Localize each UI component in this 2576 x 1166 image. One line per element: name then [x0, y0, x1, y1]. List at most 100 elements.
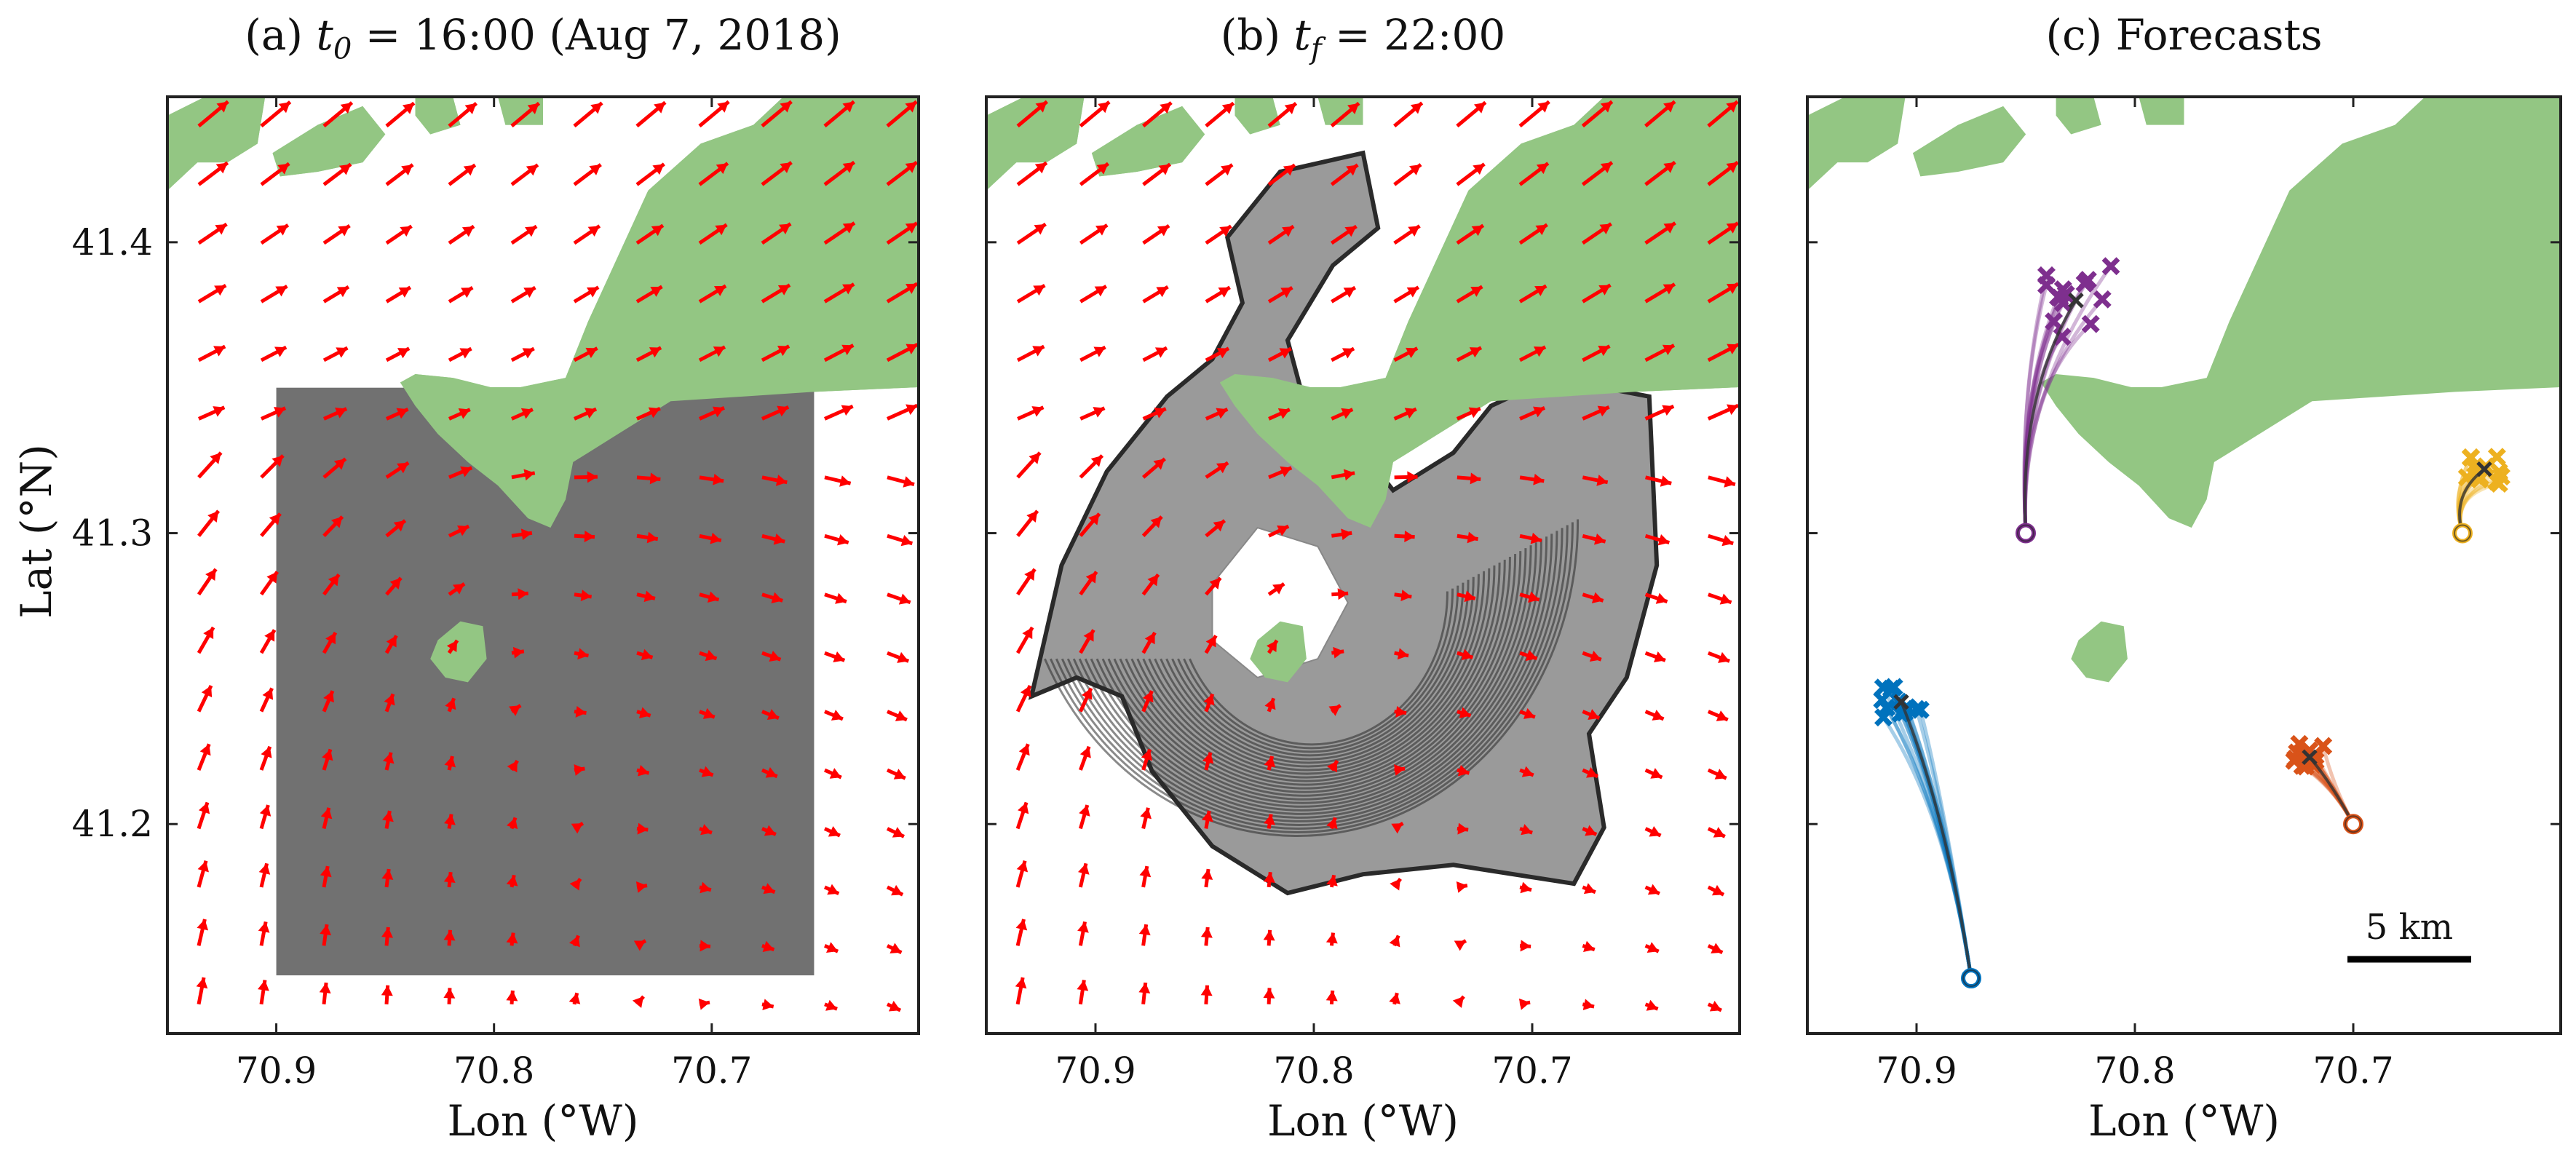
velocity-arrow	[322, 631, 338, 654]
endpoint-stroke	[2300, 741, 2319, 760]
arrow-head	[841, 344, 854, 355]
mean-trajectory	[1900, 701, 1973, 979]
velocity-arrow	[1457, 649, 1474, 661]
arrow-head	[1141, 749, 1153, 761]
velocity-arrow	[568, 992, 581, 1005]
velocity-arrow	[259, 745, 272, 771]
velocity-arrow	[1708, 475, 1736, 488]
advected-streak	[1177, 585, 1459, 753]
arrow-head	[1649, 825, 1661, 837]
arrow-head	[1457, 822, 1469, 835]
arrow-head	[715, 224, 727, 236]
arrow-head	[769, 650, 781, 662]
x-tick-label-c: 70.9	[1876, 1050, 1957, 1092]
velocity-arrow	[1079, 454, 1104, 479]
advected-void	[1211, 526, 1349, 679]
velocity-arrow	[1204, 576, 1222, 596]
velocity-arrow	[823, 221, 856, 245]
arrow-head	[461, 226, 474, 237]
arrow-head	[1138, 983, 1151, 994]
velocity-arrow	[1201, 810, 1213, 829]
arrow-head	[903, 476, 915, 488]
velocity-arrow	[1267, 101, 1298, 128]
arrow-head	[1469, 347, 1481, 358]
velocity-arrow	[698, 406, 725, 421]
arrow-head	[842, 223, 855, 234]
arrow-head	[1343, 287, 1355, 298]
velocity-arrow	[1325, 990, 1338, 1004]
axes-c: 70.9 70.8 70.7	[1806, 95, 2562, 1092]
velocity-arrow	[1326, 817, 1338, 830]
arrow-head	[1582, 999, 1595, 1011]
arrow-head	[905, 404, 918, 416]
velocity-arrow	[385, 407, 409, 421]
arrow-head	[638, 765, 649, 777]
velocity-arrow	[1707, 343, 1740, 362]
arrow-head	[1280, 466, 1292, 477]
arrow-head	[1150, 516, 1162, 528]
arrow-head	[584, 408, 597, 419]
arrow-head	[1032, 346, 1045, 357]
arrow-head	[1721, 534, 1734, 547]
velocity-arrow	[322, 285, 350, 304]
advected-streak	[1119, 557, 1511, 790]
ensemble-endpoint	[2290, 734, 2309, 753]
arrow-head	[900, 534, 913, 547]
arrow-head	[338, 164, 351, 175]
velocity-arrow	[1394, 648, 1409, 660]
velocity-arrow	[1644, 651, 1666, 662]
velocity-arrow	[1393, 163, 1422, 186]
velocity-arrow	[1263, 988, 1275, 1004]
velocity-arrow	[636, 649, 654, 661]
arrow-head	[1343, 469, 1355, 481]
arrow-head	[825, 999, 838, 1011]
velocity-arrow	[1203, 693, 1215, 713]
mean-trajectory	[2023, 299, 2077, 534]
arrow-head	[527, 103, 539, 114]
velocity-arrow	[1644, 344, 1676, 362]
velocity-arrow	[1582, 283, 1612, 304]
arrow-head	[1518, 998, 1531, 1010]
arrow-head	[649, 347, 662, 358]
arrow-head	[1395, 705, 1407, 718]
advected-streak	[1113, 554, 1517, 793]
velocity-arrow	[633, 939, 647, 951]
arrow-head	[520, 528, 532, 541]
arrow-head	[277, 163, 290, 175]
velocity-arrow	[823, 825, 841, 838]
velocity-arrow	[1263, 871, 1275, 888]
velocity-arrow	[699, 649, 718, 662]
arrow-head	[1589, 650, 1601, 662]
velocity-arrow	[568, 935, 580, 948]
arrow-head	[275, 286, 288, 297]
arrow-head	[1655, 592, 1668, 604]
arrow-head	[1144, 632, 1155, 645]
velocity-arrow	[511, 646, 525, 659]
velocity-arrow	[699, 881, 712, 894]
velocity-arrow	[1518, 284, 1547, 304]
arrow-head	[1347, 103, 1359, 114]
arrow-head	[1035, 101, 1047, 113]
arrow-head	[261, 746, 272, 758]
arrow-head	[1404, 408, 1416, 419]
advected-streak	[1044, 519, 1580, 837]
arrow-head	[1325, 932, 1338, 944]
velocity-arrow	[1394, 764, 1406, 776]
arrow-head	[1325, 990, 1338, 1002]
arrow-head	[1597, 405, 1609, 417]
velocity-arrow	[319, 982, 331, 1005]
velocity-arrow	[887, 651, 910, 663]
velocity-arrow	[1015, 626, 1034, 654]
velocity-arrow	[1389, 992, 1400, 1005]
arrow-head	[568, 993, 581, 1004]
velocity-arrow	[1016, 509, 1039, 537]
velocity-arrow	[1457, 822, 1469, 835]
land-nw2	[1912, 106, 2026, 177]
ensemble-endpoint	[2037, 276, 2056, 295]
arrow-head	[1264, 698, 1276, 710]
arrow-head	[1098, 102, 1110, 114]
arrow-head	[648, 407, 660, 419]
velocity-arrow	[1268, 408, 1291, 421]
arrow-head	[1154, 407, 1166, 419]
land-spit	[2425, 349, 2463, 387]
